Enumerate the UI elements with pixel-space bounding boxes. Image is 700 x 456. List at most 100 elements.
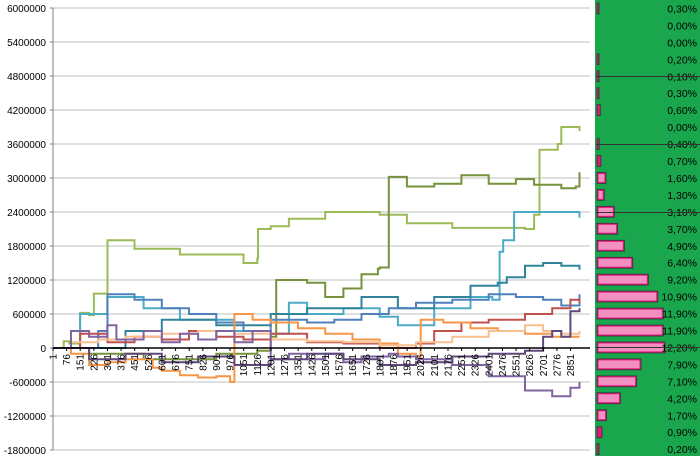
distribution-label: 0,20% [667,54,697,66]
distribution-bar [596,53,600,66]
x-tick-label: 1501 [321,354,332,377]
x-tick-label: 676 [171,354,182,371]
distribution-label: 7,90% [667,359,697,371]
y-tick-label: 600000 [13,310,47,321]
distribution-label: 0,00% [667,122,697,134]
distribution-label: 11,90% [662,326,697,338]
distribution-label: 0,20% [667,444,697,456]
series-line [53,308,581,366]
distribution-bar-highlight [598,174,605,182]
x-tick-label: 1 [49,354,60,360]
series-group [53,126,581,398]
series-line [53,172,581,361]
x-tick-label: 901 [212,354,223,371]
distribution-bar [596,443,600,456]
x-tick-label: 2026 [416,354,427,377]
distribution-label: 6,40% [667,258,697,270]
distribution-bar-highlight [598,190,603,199]
x-tick-label: 1426 [307,354,318,377]
y-tick-label: 0 [40,344,46,355]
distribution-bar-highlight [598,241,623,250]
panel-divider [596,347,700,348]
panel-divider [596,144,700,145]
distribution-label: 0,60% [667,105,697,117]
y-tick-label: 6000000 [7,4,46,15]
distribution-label: 4,20% [667,393,697,405]
y-tick-label: 3000000 [7,174,46,185]
x-tick-label: 1351 [294,354,305,377]
x-tick-label: 2251 [457,354,468,377]
x-tick-label: 1726 [362,354,373,377]
x-tick-label: 151 [76,354,87,371]
x-tick-label: 1951 [403,354,414,377]
y-tick-label: 5400000 [7,38,46,49]
distribution-label: 0,00% [667,37,697,49]
x-tick-label: 1051 [239,354,250,377]
distribution-label: 12,20% [661,343,697,355]
panel-divider [596,76,700,77]
distribution-label: 4,90% [667,241,697,253]
x-tick-label: 1276 [280,354,291,377]
distribution-bar-highlight [598,411,605,420]
distribution-label: 9,20% [667,275,697,287]
x-tick-label: 2476 [498,354,509,377]
x-tick-label: 1201 [266,354,277,377]
x-tick-label: 826 [198,354,209,371]
distribution-label: 3,70% [667,224,697,236]
y-tick-label: 1800000 [7,242,46,253]
distribution-bar-highlight [598,360,640,369]
x-tick-label: 76 [62,354,73,366]
y-tick-label: 4200000 [7,106,46,117]
y-tick-label: 3600000 [7,140,46,151]
x-tick-label: 2701 [539,354,550,377]
x-tick-label: 1876 [389,354,400,377]
distribution-label: 11,90% [662,309,697,321]
x-axis: 1 76 151 226 301 376 451 526 601 676 751 826 901 976 1… [49,347,590,377]
distribution-panel: 0,30% 0,00% 0,00% 0,20% 0,10% 0,30% 0,60% 0,00%… [595,0,700,456]
distribution-bar-highlight [598,309,662,318]
x-tick-label: 1801 [375,354,386,377]
x-tick-label: 2626 [525,354,536,377]
x-tick-label: 451 [130,354,141,371]
x-tick-label: 2326 [471,354,482,377]
distribution-bars: 0,30% 0,00% 0,00% 0,20% 0,10% 0,30% 0,60% 0,00%… [596,2,697,456]
distribution-bar-highlight [598,394,619,403]
equity-line-chart: 6000000540000048000004200000360000030000… [4,4,590,456]
distribution-bar [596,2,600,15]
distribution-label: 7,10% [667,376,697,388]
series-line [53,324,581,398]
distribution-label: 0,30% [667,4,697,16]
x-tick-label: 2401 [484,354,495,377]
x-tick-label: 1126 [253,354,264,376]
series-line [53,293,581,349]
x-tick-label: 751 [185,354,196,371]
series-line [53,313,580,383]
distribution-label: 0,10% [667,71,697,83]
series-line [53,324,581,349]
x-tick-label: 1651 [348,354,359,377]
distribution-bar [596,87,600,100]
distribution-label: 1,70% [667,410,697,422]
distribution-label: 1,60% [667,173,697,185]
panel-divider [596,212,700,213]
x-tick-label: 2176 [444,354,455,377]
distribution-label: 10,90% [661,292,697,304]
y-tick-label: -1200000 [4,412,47,423]
x-tick-label: 601 [158,354,169,371]
x-tick-label: 226 [89,354,100,371]
y-tick-label: -1800000 [4,446,47,456]
distribution-bar-highlight [598,275,647,284]
x-tick-label: 2101 [430,354,441,377]
y-tick-label: -600000 [9,378,46,389]
distribution-bar-highlight [598,224,617,233]
y-tick-label: 2400000 [7,208,46,219]
x-tick-label: 976 [226,354,237,371]
distribution-label: 0,00% [667,20,697,32]
x-tick-label: 2551 [512,354,523,377]
distribution-bar [596,426,603,439]
x-tick-label: 1576 [335,354,346,377]
distribution-label: 0,40% [667,139,697,151]
distribution-label: 0,90% [667,427,697,439]
gridlines [53,7,590,451]
distribution-bar-highlight [598,292,657,301]
